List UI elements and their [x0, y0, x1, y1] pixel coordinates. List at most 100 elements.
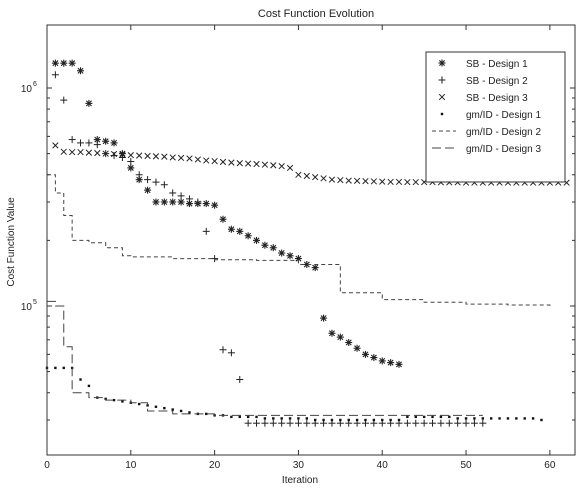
- point-gm-id-design-1: [464, 417, 468, 420]
- point-sb-design-3: [404, 178, 411, 186]
- point-sb-design-3: [144, 152, 151, 160]
- point-gm-id-design-1: [515, 417, 518, 420]
- point-sb-design-3: [395, 178, 403, 186]
- y-tick-exponent: 6: [33, 81, 37, 88]
- point-sb-design-1: [395, 360, 403, 368]
- point-sb-design-3: [345, 177, 352, 184]
- point-sb-design-1: [102, 137, 110, 145]
- point-sb-design-1: [353, 344, 361, 352]
- point-sb-design-1: [236, 227, 244, 235]
- point-sb-design-2: [470, 419, 478, 427]
- point-sb-design-3: [186, 155, 193, 162]
- point-sb-design-2: [85, 139, 93, 147]
- point-gm-id-design-1: [280, 417, 283, 420]
- point-sb-design-3: [328, 176, 336, 183]
- point-gm-id-design-1: [506, 417, 510, 420]
- point-gm-id-design-1: [498, 417, 501, 420]
- point-sb-design-3: [379, 178, 386, 185]
- point-sb-design-3: [177, 154, 185, 162]
- point-gm-id-design-1: [364, 418, 367, 422]
- x-tick-label: 20: [209, 460, 221, 471]
- point-sb-design-3: [412, 178, 419, 186]
- point-gm-id-design-1: [230, 415, 233, 419]
- point-sb-design-3: [203, 157, 210, 164]
- point-sb-design-2: [454, 419, 462, 427]
- point-sb-design-3: [253, 160, 260, 168]
- point-sb-design-1: [320, 314, 328, 322]
- point-gm-id-design-1: [439, 415, 443, 419]
- legend-label: gm/ID - Design 2: [466, 127, 541, 138]
- point-sb-design-1: [68, 59, 76, 67]
- point-sb-design-1: [244, 232, 252, 240]
- point-gm-id-design-1: [489, 417, 493, 420]
- point-sb-design-1: [345, 339, 353, 347]
- legend: SB - Design 1 SB - Design 2 SB - Design 3 g…: [425, 51, 566, 183]
- point-sb-design-3: [303, 172, 310, 180]
- point-sb-design-3: [244, 160, 252, 167]
- point-sb-design-3: [152, 153, 160, 160]
- point-sb-design-2: [110, 152, 118, 160]
- point-sb-design-2: [177, 192, 185, 200]
- point-sb-design-2: [286, 419, 294, 427]
- point-sb-design-2: [194, 198, 202, 206]
- point-sb-design-1: [261, 241, 269, 249]
- point-sb-design-3: [94, 149, 101, 157]
- point-sb-design-1: [202, 200, 210, 208]
- legend-marker: [440, 112, 444, 116]
- point-gm-id-design-1: [54, 366, 57, 370]
- point-gm-id-design-1: [246, 415, 250, 419]
- point-gm-id-design-1: [154, 405, 158, 408]
- x-tick-label: 40: [377, 460, 389, 471]
- point-sb-design-1: [336, 333, 344, 341]
- point-sb-design-2: [236, 376, 244, 384]
- point-sb-design-2: [68, 136, 76, 144]
- point-sb-design-1: [328, 329, 336, 337]
- point-gm-id-design-1: [121, 400, 124, 403]
- point-sb-design-1: [118, 150, 126, 158]
- point-sb-design-1: [361, 350, 369, 358]
- point-gm-id-design-1: [481, 417, 485, 420]
- point-sb-design-3: [270, 162, 277, 169]
- point-sb-design-3: [194, 156, 202, 163]
- point-gm-id-design-1: [397, 418, 401, 422]
- point-sb-design-3: [60, 148, 67, 155]
- point-sb-design-3: [387, 178, 394, 186]
- point-sb-design-3: [219, 158, 227, 166]
- point-sb-design-1: [387, 359, 395, 367]
- point-sb-design-2: [445, 419, 453, 427]
- legend-label: SB - Design 2: [466, 76, 528, 87]
- point-sb-design-2: [437, 419, 445, 427]
- legend-marker: [438, 59, 446, 67]
- point-gm-id-design-1: [406, 415, 409, 419]
- legend-label: gm/ID - Design 3: [466, 144, 541, 155]
- legend-label: SB - Design 1: [466, 59, 528, 70]
- point-gm-id-design-1: [540, 418, 543, 422]
- point-sb-design-2: [261, 419, 269, 427]
- point-sb-design-2: [202, 227, 210, 235]
- point-sb-design-3: [337, 176, 344, 184]
- point-sb-design-1: [93, 136, 101, 144]
- point-sb-design-2: [211, 255, 219, 263]
- point-sb-design-3: [110, 150, 118, 158]
- legend-label: SB - Design 3: [466, 93, 528, 104]
- point-gm-id-design-1: [347, 418, 350, 422]
- point-sb-design-1: [110, 139, 118, 147]
- point-sb-design-2: [269, 419, 277, 427]
- point-sb-design-3: [295, 171, 302, 178]
- point-sb-design-2: [160, 181, 168, 189]
- point-gm-id-design-1: [322, 418, 325, 422]
- point-gm-id-design-1: [238, 415, 241, 419]
- point-gm-id-design-1: [531, 417, 535, 420]
- point-sb-design-3: [68, 148, 76, 156]
- point-sb-design-2: [219, 346, 227, 354]
- point-sb-design-1: [185, 200, 193, 208]
- point-sb-design-2: [169, 189, 177, 197]
- point-sb-design-3: [102, 150, 109, 157]
- point-sb-design-2: [135, 171, 143, 179]
- point-gm-id-design-1: [188, 411, 191, 414]
- point-sb-design-1: [152, 198, 160, 206]
- point-gm-id-design-1: [372, 418, 376, 422]
- point-gm-id-design-1: [473, 417, 476, 420]
- point-gm-id-design-1: [456, 417, 459, 420]
